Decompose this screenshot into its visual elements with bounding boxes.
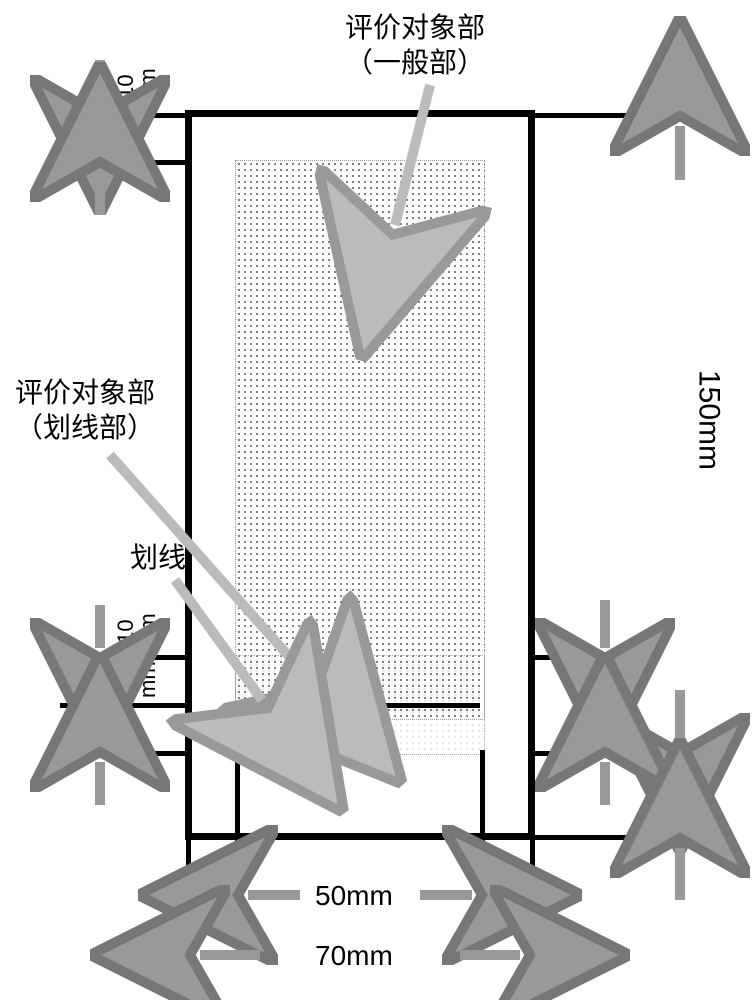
general-part-region — [235, 160, 485, 720]
label-scribe-part: 评价对象部 （划线部） — [15, 375, 155, 445]
ext-bar — [235, 750, 240, 920]
label-general-part-line2: （一般部） — [345, 45, 485, 80]
label-scribe-part-line2: （划线部） — [15, 410, 155, 445]
dim-mid-10mm-a: 10 mm — [115, 613, 159, 650]
ext-bar — [60, 703, 190, 708]
dim-top-10mm: 10 mm — [115, 68, 159, 105]
dim-right-150mm: 150mm — [690, 370, 728, 470]
scribe-line — [240, 703, 480, 708]
dim-bottom-50mm: 50mm — [315, 878, 393, 913]
ext-bar — [60, 655, 190, 660]
ext-bar — [530, 655, 650, 660]
ext-bar — [60, 751, 190, 756]
ext-bar — [60, 160, 190, 165]
ext-bar — [186, 835, 191, 975]
label-general-part-line1: 评价对象部 — [345, 10, 485, 45]
dim-mid-10mm-b: 10 mm — [115, 661, 159, 698]
ext-bar — [530, 751, 650, 756]
ext-bar — [480, 750, 485, 920]
dim-right-20mm: 20mm — [612, 660, 645, 732]
dim-bottom-70mm: 70mm — [315, 938, 393, 973]
ext-bar — [530, 113, 710, 118]
label-scribe: 划线 — [130, 540, 186, 575]
ext-bar — [530, 835, 535, 975]
label-general-part: 评价对象部 （一般部） — [345, 10, 485, 80]
label-scribe-part-line1: 评价对象部 — [15, 375, 155, 410]
ext-bar — [530, 835, 710, 840]
ext-bar — [60, 113, 190, 118]
